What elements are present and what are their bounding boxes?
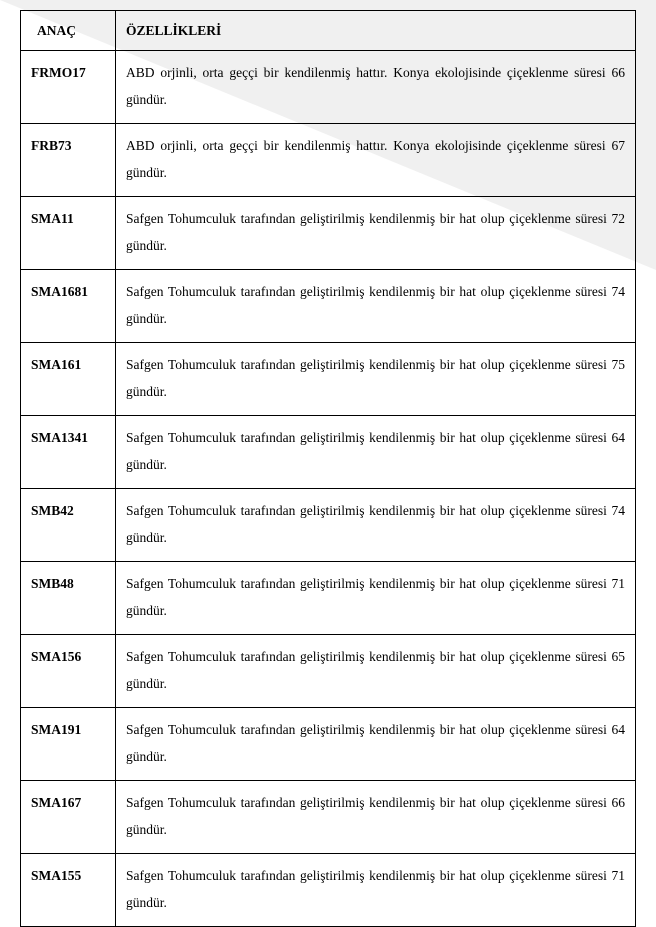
table-row: SMA11Safgen Tohumculuk tarafından gelişt… bbox=[21, 197, 636, 270]
cell-desc: Safgen Tohumculuk tarafından geliştirilm… bbox=[116, 489, 636, 562]
cell-desc: Safgen Tohumculuk tarafından geliştirilm… bbox=[116, 635, 636, 708]
cell-desc: ABD orjinli, orta geççi bir kendilenmiş … bbox=[116, 51, 636, 124]
table-body: FRMO17ABD orjinli, orta geççi bir kendil… bbox=[21, 51, 636, 927]
col-header-anac: ANAÇ bbox=[21, 11, 116, 51]
table-row: FRB73ABD orjinli, orta geççi bir kendile… bbox=[21, 124, 636, 197]
cell-anac: SMB42 bbox=[21, 489, 116, 562]
cell-desc: Safgen Tohumculuk tarafından geliştirilm… bbox=[116, 562, 636, 635]
cell-desc: Safgen Tohumculuk tarafından geliştirilm… bbox=[116, 854, 636, 927]
table-row: SMA155Safgen Tohumculuk tarafından geliş… bbox=[21, 854, 636, 927]
table-row: SMA167Safgen Tohumculuk tarafından geliş… bbox=[21, 781, 636, 854]
table-row: SMB42Safgen Tohumculuk tarafından gelişt… bbox=[21, 489, 636, 562]
cell-anac: SMA191 bbox=[21, 708, 116, 781]
cell-anac: FRB73 bbox=[21, 124, 116, 197]
table-row: SMA1681Safgen Tohumculuk tarafından geli… bbox=[21, 270, 636, 343]
cell-desc: Safgen Tohumculuk tarafından geliştirilm… bbox=[116, 343, 636, 416]
cell-desc: Safgen Tohumculuk tarafından geliştirilm… bbox=[116, 270, 636, 343]
table-row: SMA161Safgen Tohumculuk tarafından geliş… bbox=[21, 343, 636, 416]
cell-desc: Safgen Tohumculuk tarafından geliştirilm… bbox=[116, 781, 636, 854]
cell-desc: ABD orjinli, orta geççi bir kendilenmiş … bbox=[116, 124, 636, 197]
table-row: SMB48Safgen Tohumculuk tarafından gelişt… bbox=[21, 562, 636, 635]
table-header-row: ANAÇ ÖZELLİKLERİ bbox=[21, 11, 636, 51]
table-row: SMA156Safgen Tohumculuk tarafından geliş… bbox=[21, 635, 636, 708]
cell-anac: FRMO17 bbox=[21, 51, 116, 124]
table-row: FRMO17ABD orjinli, orta geççi bir kendil… bbox=[21, 51, 636, 124]
cell-anac: SMA11 bbox=[21, 197, 116, 270]
col-header-desc: ÖZELLİKLERİ bbox=[116, 11, 636, 51]
cell-anac: SMA1341 bbox=[21, 416, 116, 489]
cell-anac: SMA1681 bbox=[21, 270, 116, 343]
cell-anac: SMA161 bbox=[21, 343, 116, 416]
cell-desc: Safgen Tohumculuk tarafından geliştirilm… bbox=[116, 708, 636, 781]
cell-anac: SMA156 bbox=[21, 635, 116, 708]
cell-desc: Safgen Tohumculuk tarafından geliştirilm… bbox=[116, 197, 636, 270]
cell-desc: Safgen Tohumculuk tarafından geliştirilm… bbox=[116, 416, 636, 489]
cell-anac: SMB48 bbox=[21, 562, 116, 635]
table-row: SMA191Safgen Tohumculuk tarafından geliş… bbox=[21, 708, 636, 781]
cell-anac: SMA155 bbox=[21, 854, 116, 927]
cell-anac: SMA167 bbox=[21, 781, 116, 854]
table-row: SMA1341Safgen Tohumculuk tarafından geli… bbox=[21, 416, 636, 489]
parent-table: ANAÇ ÖZELLİKLERİ FRMO17ABD orjinli, orta… bbox=[20, 10, 636, 927]
